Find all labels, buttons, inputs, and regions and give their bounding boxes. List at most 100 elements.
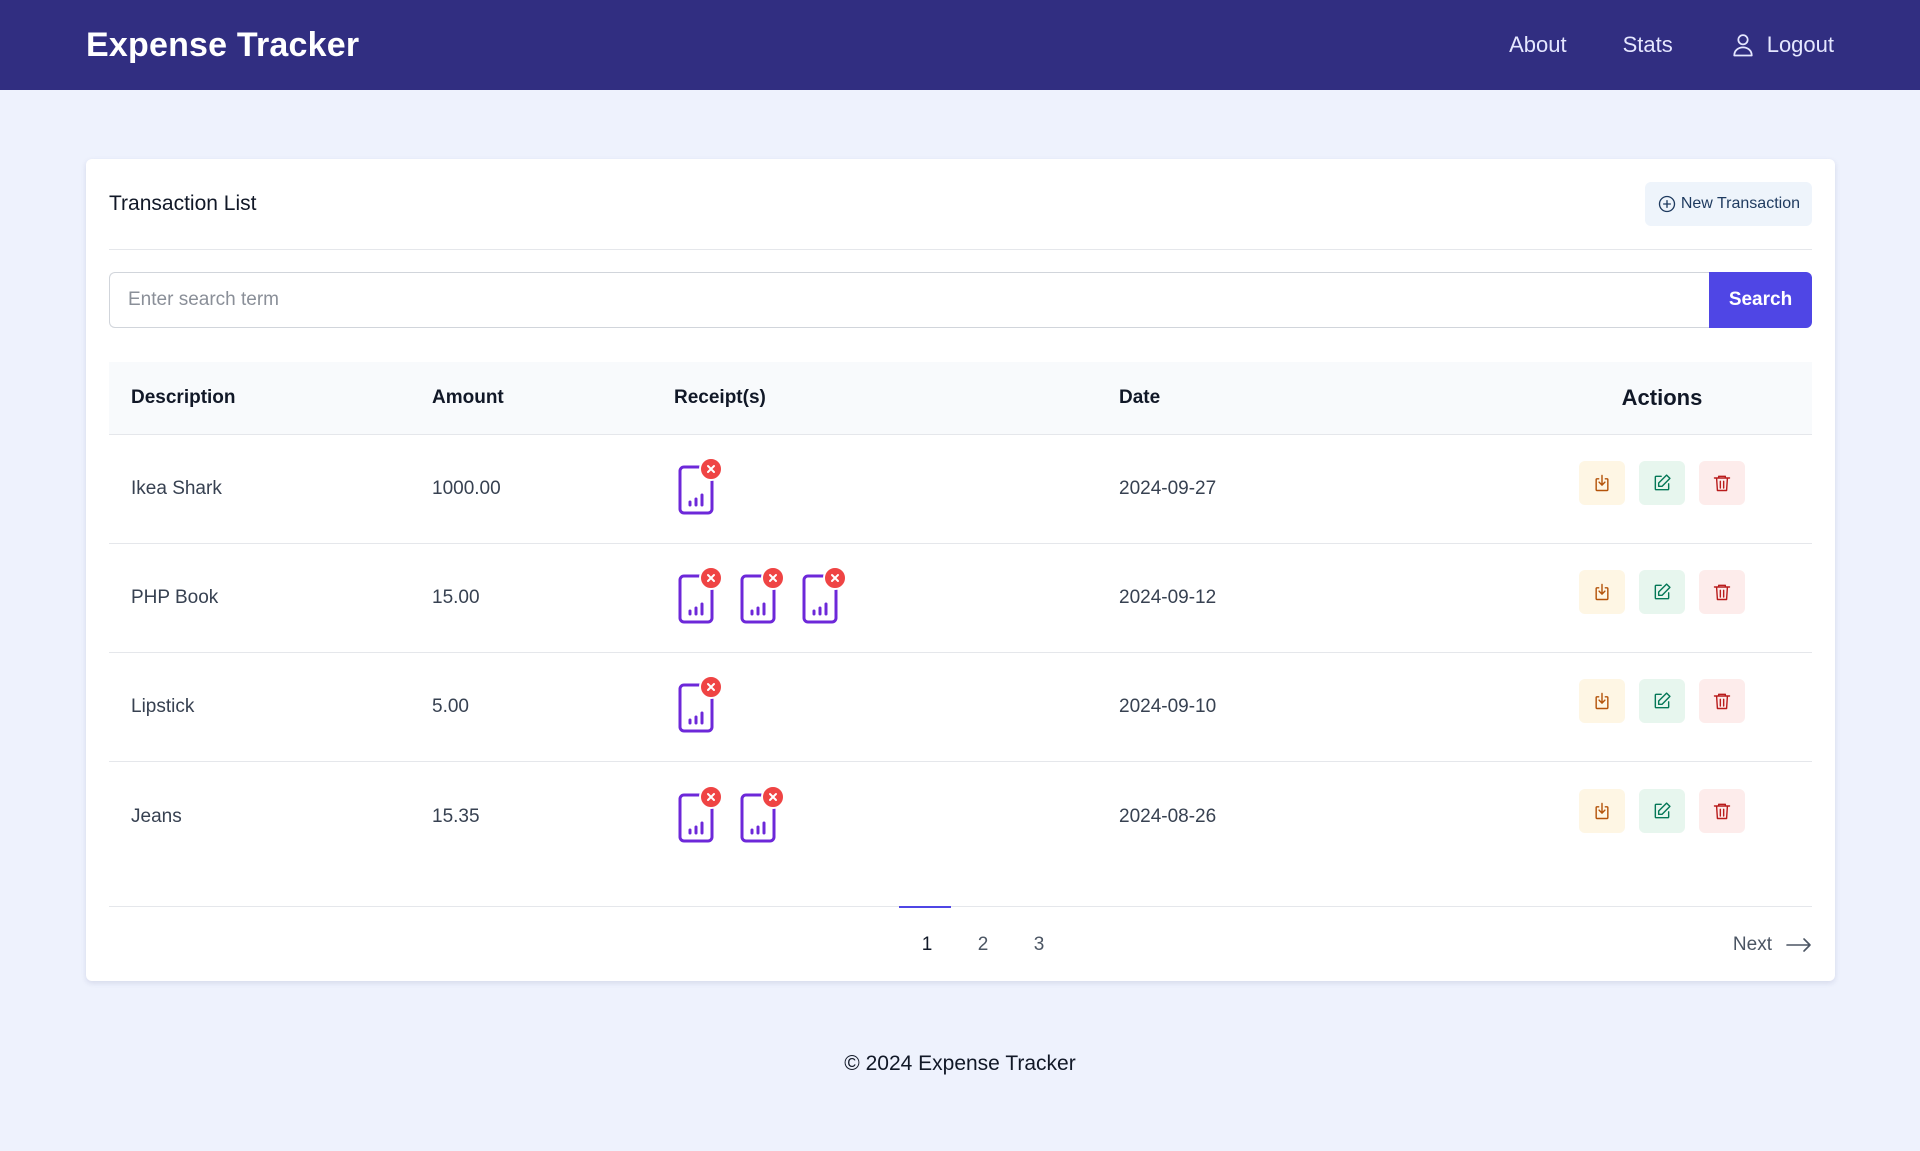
document-chart-icon [678, 793, 714, 842]
card-header: Transaction List New Transaction [109, 159, 1812, 250]
edit-icon [1654, 692, 1671, 709]
trash-icon [1713, 693, 1731, 710]
search-button[interactable]: Search [1709, 272, 1812, 328]
top-navbar: Expense Tracker About Stats Logout [0, 0, 1920, 90]
card-title: Transaction List [109, 192, 257, 215]
remove-receipt-button[interactable] [699, 457, 723, 481]
receipt-thumbnail[interactable] [798, 566, 847, 624]
cell-description: Jeans [131, 805, 182, 827]
cell-date: 2024-08-26 [1119, 805, 1217, 827]
cell-actions [1512, 461, 1812, 505]
edit-transaction-button[interactable] [1639, 461, 1685, 505]
receipt-thumbnail[interactable] [674, 675, 723, 733]
page-link-3[interactable]: 3 [1033, 933, 1045, 955]
download-icon [1595, 802, 1609, 819]
cell-receipts [652, 784, 1097, 842]
edit-icon [1654, 583, 1671, 600]
page-link-1[interactable]: 1 [899, 906, 955, 982]
cell-receipts [652, 566, 1097, 624]
edit-icon [1654, 474, 1671, 491]
main-nav: About Stats Logout [1509, 31, 1834, 59]
search-input[interactable] [109, 272, 1709, 328]
cell-actions [1512, 788, 1812, 833]
download-receipts-button[interactable] [1579, 461, 1625, 505]
cell-amount: 5.00 [432, 696, 469, 717]
close-icon [707, 465, 715, 473]
download-icon [1595, 583, 1609, 601]
download-receipts-button[interactable] [1579, 679, 1625, 723]
document-chart-icon [802, 574, 838, 624]
edit-icon [1654, 801, 1671, 818]
column-header-description: Description [131, 387, 236, 408]
close-icon [707, 683, 715, 691]
delete-transaction-button[interactable] [1699, 788, 1745, 833]
delete-transaction-button[interactable] [1699, 461, 1745, 505]
document-chart-icon [678, 683, 714, 733]
table-row: Ikea Shark 1000.00 2024-09-27 [109, 435, 1812, 544]
download-receipts-button[interactable] [1579, 570, 1625, 614]
column-header-receipts: Receipt(s) [674, 387, 766, 408]
close-icon [707, 574, 715, 582]
cell-date: 2024-09-27 [1119, 478, 1217, 499]
cell-date: 2024-09-12 [1119, 587, 1217, 608]
search-form: Search [109, 272, 1812, 328]
column-header-amount: Amount [432, 387, 504, 408]
transactions-table: Description Amount Receipt(s) Date Actio… [109, 362, 1812, 871]
delete-transaction-button[interactable] [1699, 570, 1745, 614]
remove-receipt-button[interactable] [823, 566, 847, 590]
table-row: PHP Book 15.00 2024-09-12 [109, 544, 1812, 653]
edit-transaction-button[interactable] [1639, 788, 1685, 833]
next-page-link[interactable]: Next [1733, 907, 1812, 982]
cell-description: PHP Book [131, 587, 219, 608]
cell-receipts [652, 457, 1097, 515]
cell-actions [1512, 570, 1812, 614]
document-chart-icon [678, 465, 714, 515]
close-icon [831, 574, 839, 582]
trash-icon [1713, 584, 1731, 601]
remove-receipt-button[interactable] [699, 784, 723, 809]
new-transaction-label: New Transaction [1680, 195, 1800, 212]
remove-receipt-button[interactable] [699, 675, 723, 699]
download-receipts-button[interactable] [1579, 788, 1625, 833]
nav-about-link[interactable]: About [1509, 32, 1567, 57]
arrow-right-icon [1786, 937, 1811, 952]
receipt-thumbnail[interactable] [736, 566, 785, 624]
new-transaction-button[interactable]: New Transaction [1644, 182, 1812, 226]
table-body: Ikea Shark 1000.00 2024-09-27 PHP Book 1… [109, 435, 1812, 871]
delete-transaction-button[interactable] [1699, 679, 1745, 723]
receipt-thumbnail[interactable] [736, 784, 785, 842]
trash-icon [1713, 803, 1731, 819]
receipt-thumbnail[interactable] [674, 457, 723, 515]
page-footer: © 2024 Expense Tracker [844, 1052, 1076, 1075]
edit-transaction-button[interactable] [1639, 679, 1685, 723]
column-header-actions: Actions [1621, 385, 1703, 410]
brand-logo[interactable]: Expense Tracker [86, 25, 360, 64]
column-header-date: Date [1119, 387, 1161, 408]
remove-receipt-button[interactable] [761, 784, 785, 809]
remove-receipt-button[interactable] [699, 566, 723, 590]
close-icon [769, 574, 777, 582]
download-icon [1595, 474, 1609, 492]
remove-receipt-button[interactable] [761, 566, 785, 590]
nav-logout-link[interactable]: Logout [1729, 31, 1834, 59]
document-chart-icon [678, 574, 714, 624]
edit-transaction-button[interactable] [1639, 570, 1685, 614]
transaction-card: Transaction List New Transaction Search … [86, 159, 1835, 981]
next-label: Next [1732, 933, 1772, 955]
receipt-thumbnail[interactable] [674, 566, 723, 624]
cell-description: Ikea Shark [131, 478, 222, 499]
document-chart-icon [740, 574, 776, 624]
table-row: Lipstick 5.00 2024-09-10 [109, 653, 1812, 762]
document-chart-icon [740, 793, 776, 842]
cell-amount: 15.00 [432, 587, 480, 608]
close-icon [769, 792, 777, 801]
cell-date: 2024-09-10 [1119, 696, 1217, 717]
receipt-thumbnail[interactable] [674, 784, 723, 842]
logout-label: Logout [1766, 32, 1834, 57]
nav-stats-link[interactable]: Stats [1622, 32, 1673, 57]
page-link-2[interactable]: 2 [977, 933, 989, 955]
cell-description: Lipstick [131, 696, 195, 717]
plus-circle-icon [1658, 195, 1675, 213]
table-row: Jeans 15.35 2024-08-26 [109, 762, 1812, 871]
